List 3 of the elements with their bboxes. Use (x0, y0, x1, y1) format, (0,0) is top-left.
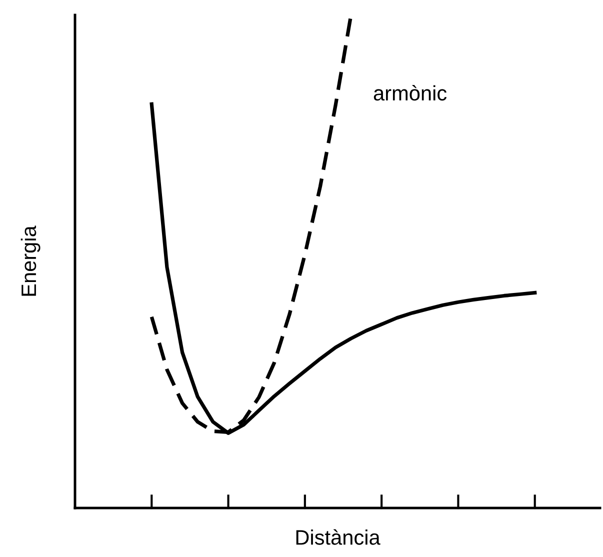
annotation: armònic (374, 85, 447, 101)
y-axis-title: Energia (20, 226, 40, 296)
x-axis-title: Distància (296, 529, 380, 545)
